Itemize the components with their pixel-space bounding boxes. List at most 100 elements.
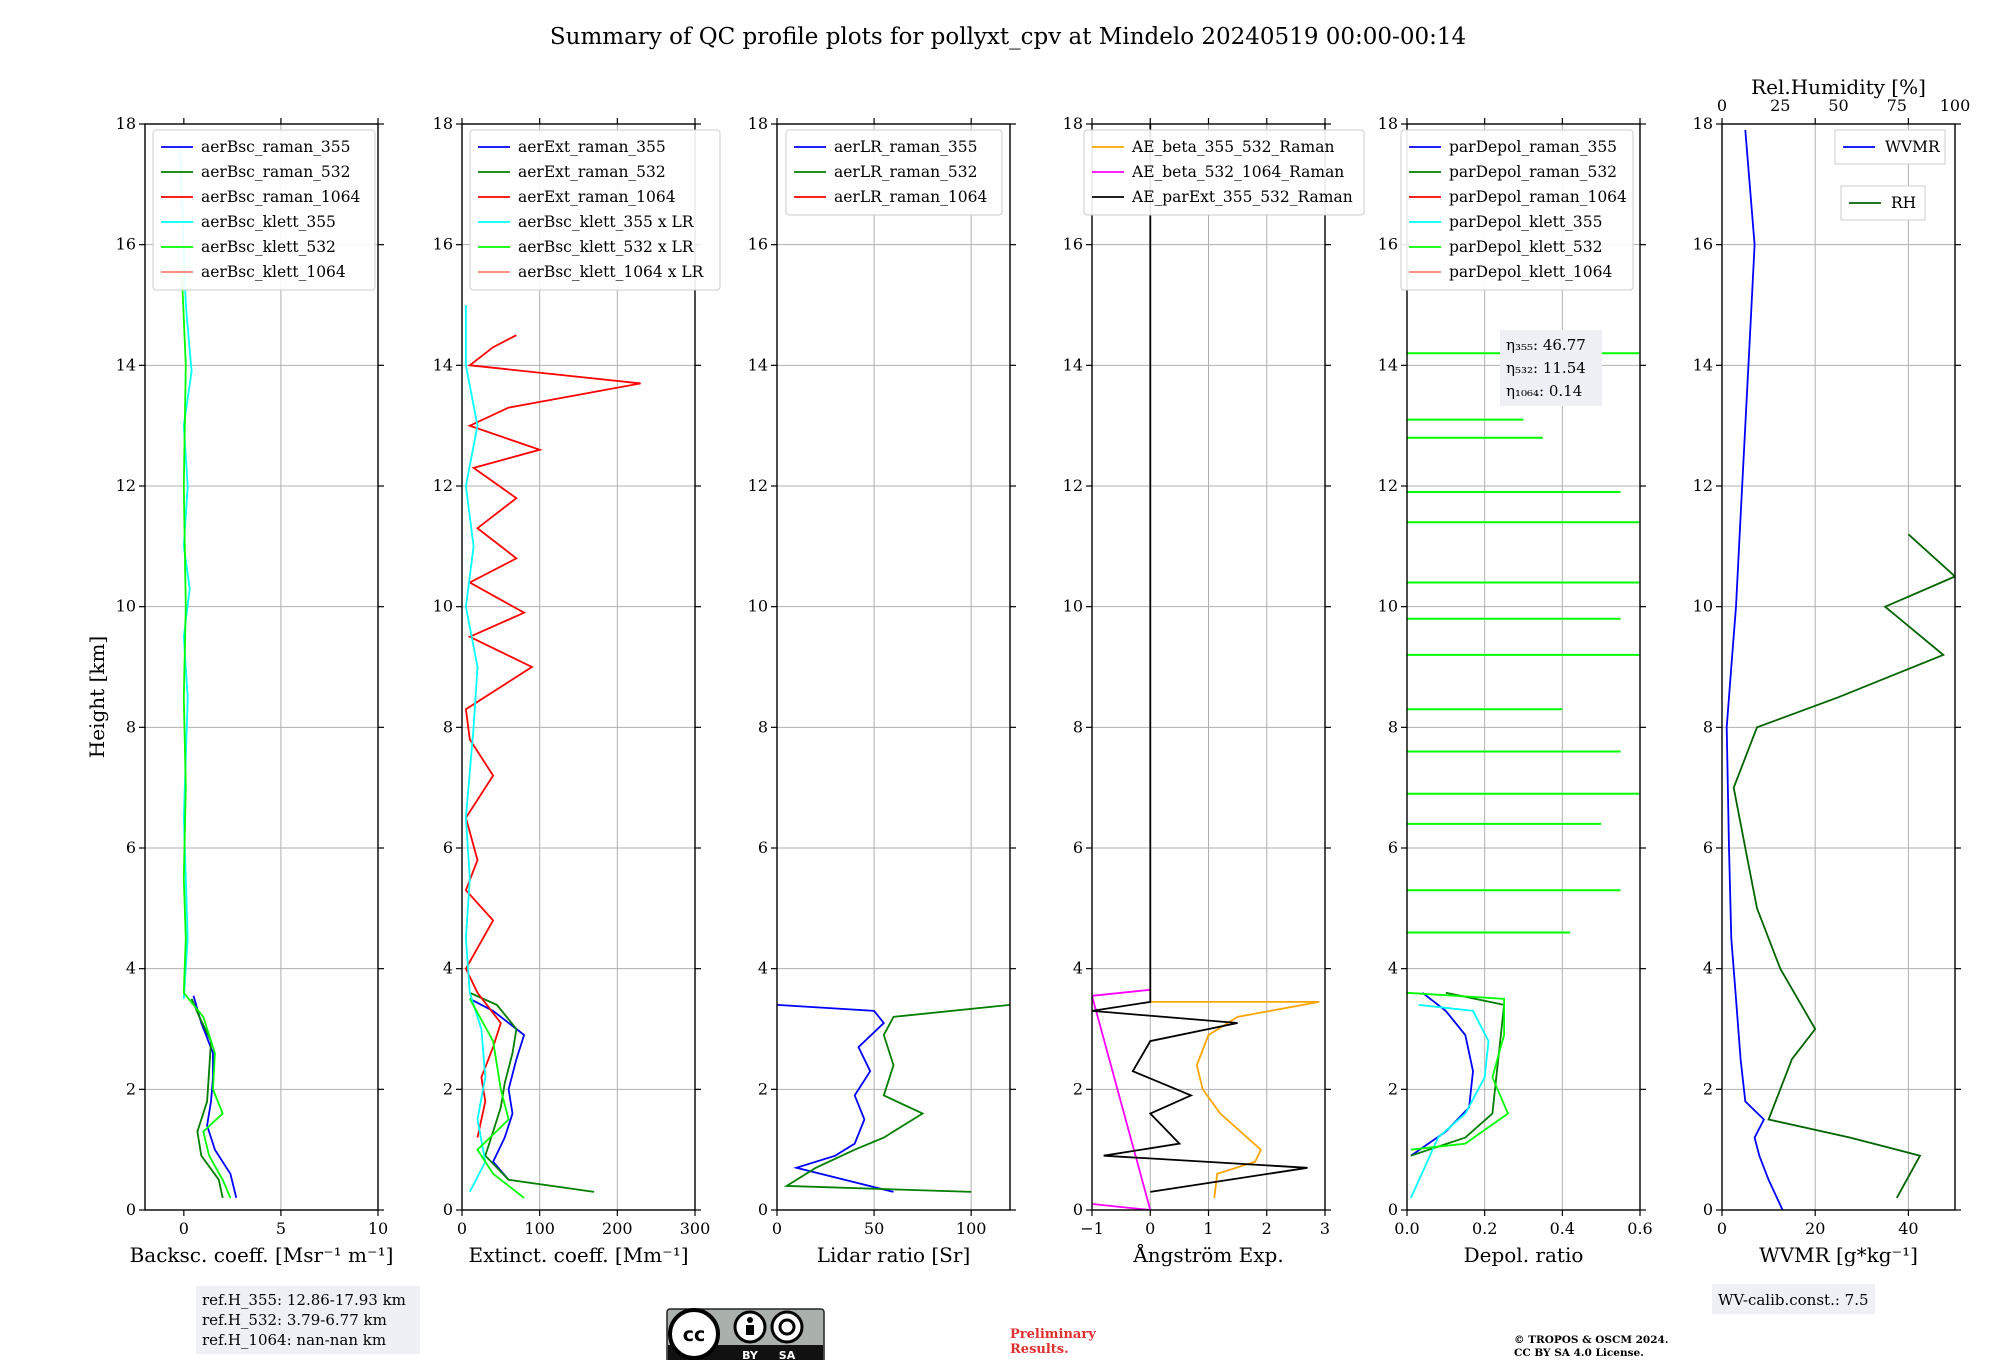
plot-area bbox=[777, 1004, 1010, 1193]
y-tick-label: 18 bbox=[1693, 114, 1713, 133]
x-axis-label: Ångström Exp. bbox=[1132, 1242, 1283, 1267]
y-tick-label: 2 bbox=[1703, 1079, 1713, 1098]
legend-box bbox=[785, 129, 1003, 216]
y-tick-label: 2 bbox=[126, 1079, 136, 1098]
series-aerLR_raman_355 bbox=[777, 1004, 894, 1193]
y-tick-label: 8 bbox=[126, 717, 136, 736]
x-tick-label: 10 bbox=[368, 1219, 388, 1238]
x-tick-label: 0.4 bbox=[1550, 1219, 1575, 1238]
eta-value: η₁₀₆₄: 0.14 bbox=[1506, 382, 1582, 400]
series-AE_beta_532_1064_Raman bbox=[1092, 988, 1152, 1210]
y-tick-label: 8 bbox=[443, 717, 453, 736]
legend-entry: aerLR_raman_355 bbox=[834, 138, 977, 156]
plot-area bbox=[1725, 129, 1955, 1210]
series-aerBsc_raman_532 bbox=[190, 998, 224, 1199]
legend-entry: aerBsc_raman_1064 bbox=[201, 188, 361, 206]
y-tick-label: 10 bbox=[748, 597, 768, 616]
y-tick-label: 0 bbox=[1703, 1200, 1713, 1219]
x-tick-label: 5 bbox=[276, 1219, 286, 1238]
y-tick-label: 6 bbox=[1388, 838, 1398, 857]
cc-logo-icon bbox=[668, 1308, 720, 1360]
y-tick-label: 6 bbox=[758, 838, 768, 857]
legend-entry: parDepol_raman_532 bbox=[1449, 163, 1617, 181]
x-tick-label: 40 bbox=[1898, 1219, 1918, 1238]
y-tick-label: 6 bbox=[126, 838, 136, 857]
y-tick-label: 16 bbox=[748, 235, 768, 254]
y-tick-label: 8 bbox=[1703, 717, 1713, 736]
x-tick-label: 0 bbox=[1145, 1219, 1155, 1238]
license-by-label: BY bbox=[742, 1349, 759, 1360]
axes-frame bbox=[1091, 123, 1326, 1211]
plot-area bbox=[1407, 352, 1640, 1199]
legend: AE_beta_355_532_Raman AE_beta_532_1064_Ra… bbox=[1083, 129, 1365, 216]
legend-box bbox=[1083, 129, 1365, 216]
y-tick-label: 2 bbox=[1073, 1079, 1083, 1098]
legend-entry: WVMR bbox=[1885, 138, 1941, 156]
x-top-tick-label: 0 bbox=[1717, 96, 1727, 115]
x-tick-label: 100 bbox=[524, 1219, 555, 1238]
y-tick-label: 4 bbox=[1388, 959, 1398, 978]
series-aerBsc_klett_532 x LR bbox=[469, 998, 525, 1199]
preliminary-label: Preliminary bbox=[1010, 1327, 1096, 1342]
legend-entry: aerExt_raman_532 bbox=[518, 163, 666, 181]
y-tick-label: 12 bbox=[1693, 476, 1713, 495]
series-parDepol_raman_532 bbox=[1410, 991, 1506, 1157]
ref-height-355: ref.H_355: 12.86-17.93 km bbox=[202, 1291, 406, 1309]
panel-5: 0 2 4 6 8 10 12 14 16 18 0.0 0.2 0.4 0.6 Depol. ratio p… bbox=[1378, 114, 1653, 1267]
y-tick-label: 18 bbox=[1063, 114, 1083, 133]
y-tick-label: 18 bbox=[433, 114, 453, 133]
legend-entry: AE_parExt_355_532_Raman bbox=[1131, 188, 1353, 206]
y-tick-label: 8 bbox=[758, 717, 768, 736]
y-tick-label: 4 bbox=[443, 959, 453, 978]
figure-title: Summary of QC profile plots for pollyxt_… bbox=[550, 24, 1466, 50]
x-tick-label: 0.2 bbox=[1472, 1219, 1497, 1238]
y-tick-label: 16 bbox=[433, 235, 453, 254]
y-tick-label: 0 bbox=[758, 1200, 768, 1219]
y-tick-label: 4 bbox=[758, 959, 768, 978]
axes-frame bbox=[144, 123, 379, 1211]
series-parDepol_klett_532 bbox=[1407, 991, 1510, 1151]
y-tick-label: 10 bbox=[1378, 597, 1398, 616]
y-tick-label: 16 bbox=[1378, 235, 1398, 254]
y-tick-label: 4 bbox=[126, 959, 136, 978]
y-tick-label: 12 bbox=[748, 476, 768, 495]
legend-entry: aerBsc_raman_532 bbox=[201, 163, 351, 181]
y-tick-label: 18 bbox=[748, 114, 768, 133]
legend-box bbox=[1400, 129, 1634, 291]
legend: WVMR RH bbox=[1834, 129, 1946, 221]
wv-calib-box: WV-calib.const.: 7.5 bbox=[1712, 1284, 1875, 1314]
x-axis-label: Backsc. coeff. [Msr⁻¹ m⁻¹] bbox=[130, 1243, 394, 1267]
axes-frame bbox=[461, 123, 696, 1211]
series-aerLR_raman_532 bbox=[783, 1004, 1010, 1193]
legend: aerExt_raman_355 aerExt_raman_532 aerExt_r… bbox=[469, 129, 721, 291]
legend-entry: aerLR_raman_532 bbox=[834, 163, 977, 181]
legend-entry: parDepol_klett_532 bbox=[1449, 238, 1602, 256]
y-tick-label: 12 bbox=[1378, 476, 1398, 495]
y-tick-label: 0 bbox=[443, 1200, 453, 1219]
y-tick-label: 18 bbox=[1378, 114, 1398, 133]
legend-entry: parDepol_raman_1064 bbox=[1449, 188, 1627, 206]
ref-height-532: ref.H_532: 3.79-6.77 km bbox=[202, 1311, 387, 1329]
y-tick-label: 2 bbox=[1388, 1079, 1398, 1098]
series-aerExt_raman_355 bbox=[469, 998, 526, 1181]
legend-entry: aerExt_raman_355 bbox=[518, 138, 666, 156]
x-tick-label: 300 bbox=[680, 1219, 711, 1238]
ref-height-box: ref.H_355: 12.86-17.93 km ref.H_532: 3.7… bbox=[196, 1286, 420, 1354]
y-tick-label: 16 bbox=[1063, 235, 1083, 254]
y-tick-label: 8 bbox=[1073, 717, 1083, 736]
axes-frame bbox=[1406, 123, 1641, 1211]
axes-frame bbox=[1721, 123, 1956, 1211]
series-parDepol_raman_355 bbox=[1410, 992, 1474, 1157]
x-top-axis-label: Rel.Humidity [%] bbox=[1751, 75, 1926, 99]
legend-entry: aerBsc_raman_355 bbox=[201, 138, 351, 156]
x-tick-label: 200 bbox=[602, 1219, 633, 1238]
x-tick-label: −1 bbox=[1080, 1219, 1104, 1238]
y-tick-label: 14 bbox=[116, 355, 136, 374]
y-tick-label: 6 bbox=[443, 838, 453, 857]
legend-box bbox=[469, 129, 721, 291]
svg-text:cc: cc bbox=[683, 1324, 706, 1346]
legend-entry: parDepol_raman_355 bbox=[1449, 138, 1617, 156]
sa-share-icon bbox=[770, 1310, 804, 1344]
